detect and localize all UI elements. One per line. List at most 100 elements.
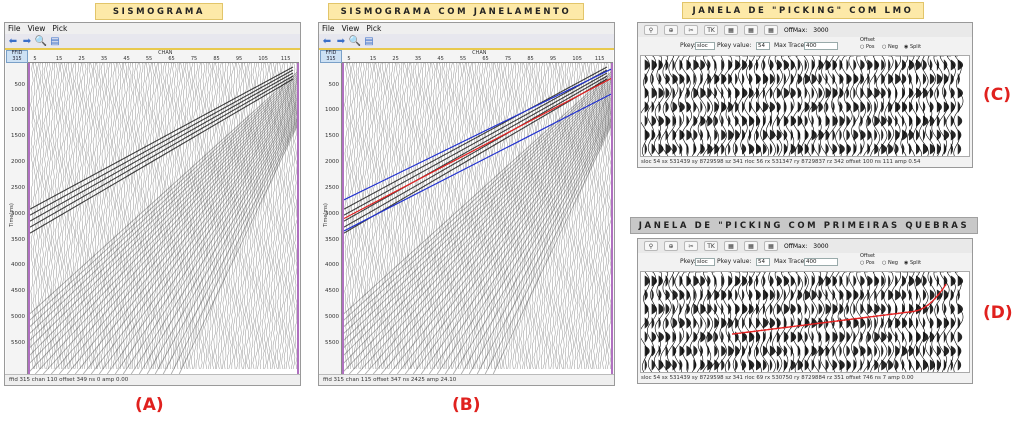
chan-tick: 45 (123, 56, 130, 62)
pick-point (829, 320, 832, 323)
pick-point (807, 323, 810, 326)
banner-sismograma: SISMOGRAMA (95, 3, 223, 20)
time-tick: 2000 (325, 159, 339, 166)
pick-point (804, 324, 806, 326)
zoom-icon[interactable]: 🔍 (348, 35, 362, 47)
seismogram-plot[interactable] (28, 63, 299, 374)
back-arrow-icon[interactable]: ⬅ (322, 35, 332, 47)
tool-tk-button[interactable]: TK (704, 241, 718, 251)
chan-tick: 75 (504, 56, 512, 62)
toolbar: ⬅ ➡ 🔍 ▤ (319, 34, 614, 50)
time-tick: 2500 (325, 184, 339, 191)
offmax-value: 3000 (813, 242, 829, 250)
banner-sismograma-janelamento: SISMOGRAMA COM JANELAMENTO (328, 3, 584, 20)
pick-point (760, 329, 763, 332)
offset-radio-pos[interactable]: ○ Pos (860, 260, 875, 266)
pick-point (764, 329, 767, 331)
seismic-traces (30, 63, 297, 374)
pick-point (825, 321, 828, 324)
pick-point (786, 326, 788, 329)
tool-grid2-icon[interactable]: ▦ (744, 241, 758, 251)
time-tick: 5500 (11, 339, 25, 346)
chan-axis-label: CHAN (158, 50, 173, 56)
pkey-select[interactable]: sloc (695, 42, 715, 50)
pick-point (879, 314, 882, 317)
table-icon[interactable]: ▤ (364, 35, 374, 47)
offset-radio-neg[interactable]: ○ Neg (882, 260, 898, 266)
time-tick: 4000 (325, 262, 339, 269)
tool-add-icon[interactable]: ⊕ (664, 241, 678, 251)
menu-pick[interactable]: Pick (52, 24, 68, 33)
chan-tick: 115 (280, 56, 291, 62)
max-traces-input[interactable]: 400 (804, 42, 838, 50)
pick-point (883, 314, 886, 316)
time-tick: 2500 (11, 184, 25, 191)
tool-add-icon[interactable]: ⊕ (664, 25, 678, 35)
pick-point (731, 333, 734, 335)
offset-radio-neg[interactable]: ○ Neg (882, 44, 898, 50)
menu-file[interactable]: File (8, 24, 21, 33)
seismogram-plot-windowed[interactable] (342, 63, 613, 374)
label-d: (D) (983, 303, 1013, 323)
pick-point (937, 293, 940, 296)
tool-zoom-icon[interactable]: ⚲ (644, 25, 658, 35)
pick-point (890, 313, 893, 316)
time-tick: 1000 (11, 107, 25, 114)
back-arrow-icon[interactable]: ⬅ (8, 35, 18, 47)
picking-plot-lmo[interactable] (640, 55, 970, 157)
pick-point (832, 320, 835, 323)
chan-axis-label: CHAN (472, 50, 487, 56)
menu-file[interactable]: File (322, 24, 335, 33)
pick-point (739, 332, 741, 334)
chan-tick: 55 (459, 56, 467, 62)
pick-point (735, 332, 738, 335)
tool-grid2-icon[interactable]: ▦ (744, 25, 758, 35)
time-tick: 5000 (11, 313, 25, 320)
table-icon[interactable]: ▤ (50, 35, 60, 47)
max-traces-input[interactable]: 400 (804, 258, 838, 266)
offset-radio-split[interactable]: ◉ Split (904, 260, 922, 266)
tool-grid-icon[interactable]: ▦ (724, 241, 738, 251)
menu-pick[interactable]: Pick (366, 24, 382, 33)
chan-tick: 55 (145, 56, 153, 62)
chan-tick: 25 (78, 56, 85, 62)
pick-point (926, 304, 929, 307)
status-bar: ffid 315 chan 110 offset 349 ns 0 amp 0.… (5, 374, 300, 385)
tool-grid3-icon[interactable]: ▦ (764, 241, 778, 251)
time-tick: 1500 (11, 133, 25, 140)
offset-radio-split[interactable]: ◉ Split (904, 44, 922, 50)
picking-window-first-breaks: ⚲ ⊕ ✂ TK ▦ ▦ ▦ OffMax: 3000 Pkey: sloc P… (637, 238, 973, 384)
banner-picking-lmo: JANELA DE "PICKING" COM LMO (682, 2, 924, 19)
window-lower-line (344, 93, 611, 232)
tool-grid-icon[interactable]: ▦ (724, 25, 738, 35)
picking-plot-first-breaks[interactable] (640, 271, 970, 373)
offset-group-label: Offset (860, 37, 876, 43)
tool-tk-button[interactable]: TK (704, 25, 718, 35)
pick-point (771, 328, 774, 330)
offset-radio-pos[interactable]: ○ Pos (860, 44, 875, 50)
tool-grid3-icon[interactable]: ▦ (764, 25, 778, 35)
tool-cut-icon[interactable]: ✂ (684, 25, 698, 35)
seismic-traces (344, 63, 611, 374)
forward-arrow-icon[interactable]: ➡ (22, 35, 32, 47)
pick-point (941, 289, 944, 291)
pkey-value-select[interactable]: 54 (756, 42, 770, 50)
pick-point (757, 329, 759, 332)
time-tick: 1000 (325, 107, 339, 114)
zoom-icon[interactable]: 🔍 (34, 35, 48, 47)
menu-view[interactable]: View (27, 24, 46, 33)
time-tick: 5500 (325, 339, 339, 346)
max-traces-label: Max Traces (774, 258, 808, 265)
pkey-label: Pkey: (680, 258, 696, 265)
chan-tick: 65 (482, 56, 489, 62)
menu-view[interactable]: View (341, 24, 360, 33)
picking-form: Pkey: sloc Pkey value: 54 Max Traces 400… (638, 37, 972, 53)
tool-zoom-icon[interactable]: ⚲ (644, 241, 658, 251)
pick-point (851, 318, 853, 321)
forward-arrow-icon[interactable]: ➡ (336, 35, 346, 47)
pkey-select[interactable]: sloc (695, 258, 715, 266)
pick-point (840, 319, 842, 322)
time-tick: 2000 (11, 159, 25, 166)
tool-cut-icon[interactable]: ✂ (684, 241, 698, 251)
pkey-value-select[interactable]: 54 (756, 258, 770, 266)
